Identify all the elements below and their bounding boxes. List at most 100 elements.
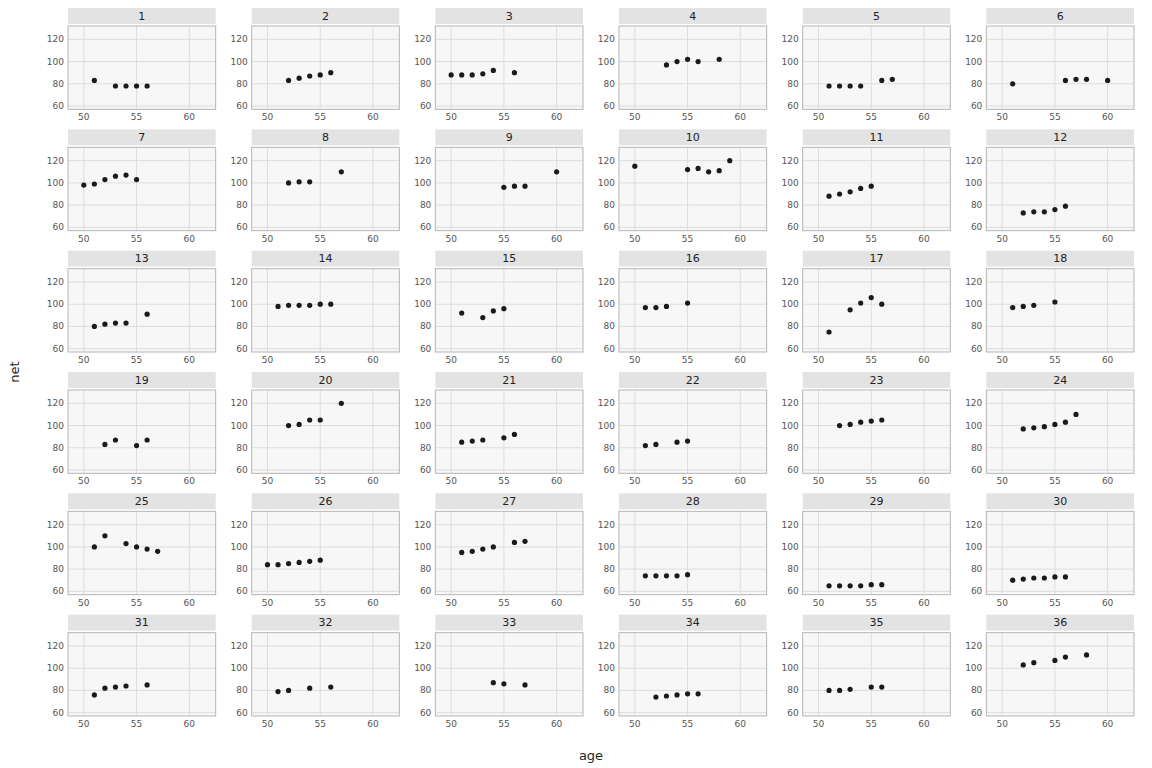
grid-line [803, 712, 951, 713]
x-tick-label: 60 [367, 719, 379, 729]
y-tick-label: 100 [781, 663, 798, 673]
strip [803, 251, 951, 267]
panel: 76080100120505560 [47, 129, 216, 243]
grid-line [1002, 511, 1003, 594]
point [848, 189, 853, 194]
grid-line [634, 633, 635, 716]
point [123, 173, 128, 178]
y-tick-label: 100 [965, 299, 982, 309]
x-tick-label: 50 [445, 355, 457, 365]
point [328, 302, 333, 307]
point [113, 83, 118, 88]
plot-frame [619, 633, 767, 716]
point [155, 549, 160, 554]
grid-line [634, 390, 635, 473]
plot-background [986, 390, 1134, 473]
x-tick-label: 55 [498, 112, 509, 122]
points [459, 306, 506, 320]
points [449, 68, 517, 78]
point [879, 582, 884, 587]
grid-line [556, 511, 557, 594]
grid-line [803, 690, 951, 691]
grid-line [634, 511, 635, 594]
points [92, 312, 150, 329]
y-tick-label: 120 [230, 520, 247, 530]
strip [68, 8, 216, 24]
grid-line [68, 470, 216, 471]
point [102, 177, 107, 182]
grid-line [619, 304, 767, 305]
plot-frame [803, 147, 951, 230]
points [102, 437, 149, 448]
point [480, 71, 485, 76]
point [858, 83, 863, 88]
point [491, 308, 496, 313]
strip-title: 1 [138, 10, 145, 23]
point [696, 691, 701, 696]
y-tick-label: 60 [787, 708, 799, 718]
grid-line [83, 26, 84, 109]
point [1042, 209, 1047, 214]
plot-background [986, 26, 1134, 109]
point [848, 583, 853, 588]
grid-line [803, 447, 951, 448]
y-tick-label: 60 [604, 465, 616, 475]
panel: 236080100120505560 [781, 372, 950, 486]
grid-line [803, 403, 951, 404]
grid-line [252, 227, 400, 228]
grid-line [68, 403, 216, 404]
point [480, 315, 485, 320]
grid-line [320, 147, 321, 230]
y-tick-label: 120 [598, 156, 615, 166]
grid-line [818, 147, 819, 230]
grid-line [68, 326, 216, 327]
x-tick-label: 60 [735, 234, 747, 244]
plot-frame [68, 633, 216, 716]
y-tick-label: 100 [598, 421, 615, 431]
y-tick-label: 80 [971, 443, 983, 453]
grid-line [68, 106, 216, 107]
strip-title: 19 [135, 374, 149, 387]
grid-line [252, 447, 400, 448]
y-tick-label: 120 [47, 277, 64, 287]
x-tick-label: 55 [1049, 112, 1060, 122]
points [643, 301, 690, 311]
strip [68, 615, 216, 631]
y-tick-label: 120 [781, 398, 798, 408]
grid-line [252, 83, 400, 84]
y-tick-label: 100 [414, 421, 431, 431]
point [717, 168, 722, 173]
grid-line [986, 470, 1134, 471]
plot-frame [68, 390, 216, 473]
grid-line [320, 390, 321, 473]
strip-title: 3 [506, 10, 513, 23]
points [92, 533, 160, 554]
point [1010, 578, 1015, 583]
grid-line [451, 147, 452, 230]
grid-line [619, 591, 767, 592]
point [113, 174, 118, 179]
x-tick-label: 60 [918, 598, 930, 608]
grid-line [372, 147, 373, 230]
point [134, 544, 139, 549]
strip-title: 9 [506, 131, 513, 144]
grid-line [634, 269, 635, 352]
point [1010, 305, 1015, 310]
points [826, 685, 884, 694]
strip [435, 372, 583, 388]
strip [68, 372, 216, 388]
grid-line [252, 524, 400, 525]
x-tick-label: 55 [682, 355, 693, 365]
y-tick-label: 60 [420, 101, 432, 111]
y-tick-label: 80 [53, 564, 65, 574]
grid-line [923, 26, 924, 109]
strip-title: 25 [135, 495, 149, 508]
grid-line [619, 690, 767, 691]
x-tick-label: 60 [184, 234, 196, 244]
x-tick-label: 60 [1102, 719, 1114, 729]
point [297, 422, 302, 427]
grid-line [83, 269, 84, 352]
plot-frame [435, 269, 583, 352]
y-tick-label: 100 [781, 542, 798, 552]
x-tick-label: 55 [865, 355, 876, 365]
